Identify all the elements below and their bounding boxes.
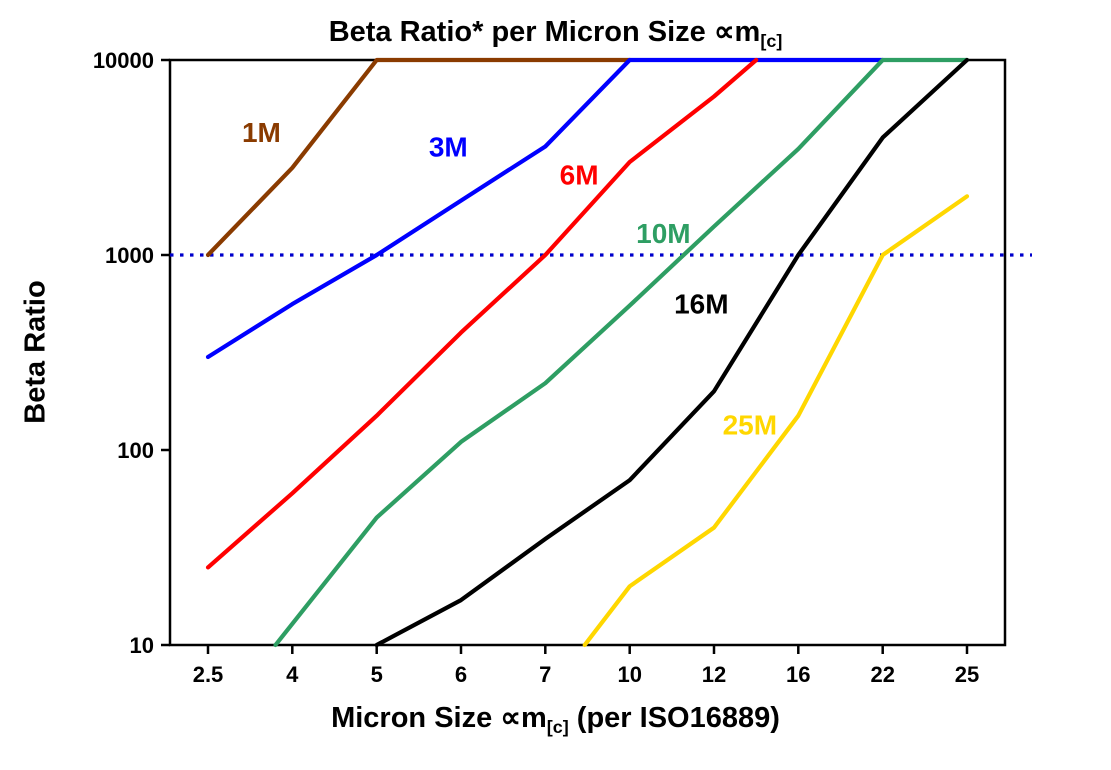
x-tick-label: 6 bbox=[455, 662, 467, 687]
series-line-25M bbox=[582, 194, 970, 648]
x-tick-label: 12 bbox=[702, 662, 726, 687]
x-tick-label: 2.5 bbox=[193, 662, 224, 687]
x-tick-label: 22 bbox=[870, 662, 894, 687]
x-axis-title-suffix: (per ISO16889) bbox=[568, 702, 780, 734]
series-label-3M: 3M bbox=[429, 132, 468, 163]
chart-title: Beta Ratio* per Micron Size ∝m[c] bbox=[0, 14, 1111, 52]
x-axis-title-subscript: [c] bbox=[546, 716, 569, 737]
x-tick-label: 16 bbox=[786, 662, 810, 687]
x-tick-label: 10 bbox=[617, 662, 641, 687]
x-tick-label: 5 bbox=[371, 662, 383, 687]
chart-title-text: Beta Ratio* per Micron Size ∝m bbox=[328, 16, 761, 48]
series-label-10M: 10M bbox=[636, 218, 690, 249]
x-tick-label: 4 bbox=[286, 662, 299, 687]
y-tick-label: 100 bbox=[117, 438, 154, 463]
series-line-10M bbox=[273, 57, 970, 648]
series-line-3M bbox=[205, 57, 885, 360]
series-label-25M: 25M bbox=[723, 410, 777, 441]
series-label-16M: 16M bbox=[674, 289, 728, 320]
plot-frame bbox=[168, 58, 1007, 647]
y-tick-label: 10 bbox=[130, 633, 154, 658]
series-line-1M bbox=[205, 57, 632, 258]
series-label-1M: 1M bbox=[242, 117, 281, 148]
x-tick-label: 7 bbox=[539, 662, 551, 687]
y-tick-label: 1000 bbox=[105, 243, 154, 268]
x-axis-title-text: Micron Size ∝m bbox=[331, 702, 547, 734]
series-label-6M: 6M bbox=[560, 160, 599, 191]
series-line-16M bbox=[374, 57, 970, 648]
chart-title-subscript: [c] bbox=[760, 30, 783, 51]
x-tick-label: 25 bbox=[955, 662, 979, 687]
x-axis-title: Micron Size ∝m[c] (per ISO16889) bbox=[0, 700, 1111, 738]
series-line-6M bbox=[205, 57, 759, 570]
y-tick-label: 10000 bbox=[93, 48, 154, 73]
